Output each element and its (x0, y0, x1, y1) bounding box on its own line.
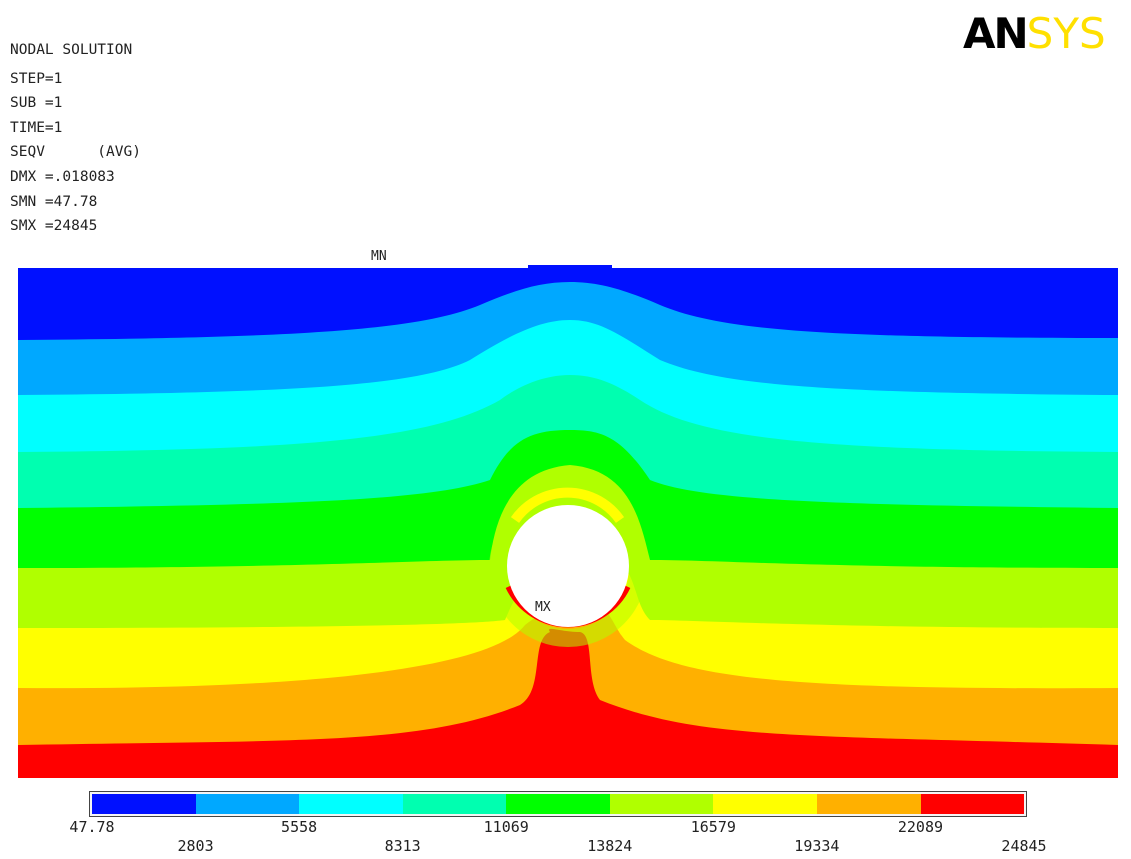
info-smx: SMX =24845 (10, 218, 98, 235)
legend-swatch-3 (299, 794, 403, 814)
hole (507, 505, 629, 627)
info-seqv: SEQV (AVG) (10, 144, 141, 161)
legend-tick-bottom-4: 19334 (794, 837, 840, 855)
hole-ring-yellow (510, 487, 625, 523)
hole-halo (489, 489, 647, 647)
legend-swatch-6 (609, 794, 714, 814)
legend-swatch-1 (92, 794, 196, 814)
solution-info: NODAL SOLUTION STEP=1 SUB =1 TIME=1 SEQV… (10, 38, 141, 239)
legend-swatch-2 (195, 794, 300, 814)
color-legend (89, 791, 1027, 817)
info-sub: SUB =1 (10, 95, 63, 112)
ansys-logo: ANSYS (963, 9, 1106, 58)
legend-swatch-5 (506, 794, 610, 814)
legend-swatch-9 (920, 794, 1025, 814)
legend-tick-top-2: 5558 (281, 818, 318, 836)
legend-tick-top-1: 47.78 (69, 818, 115, 836)
info-title: NODAL SOLUTION (10, 42, 133, 58)
legend-swatch-4 (402, 794, 507, 814)
info-dmx: DMX =.018083 (10, 168, 115, 185)
legend-tick-top-3: 11069 (483, 818, 529, 836)
band-1 (18, 268, 1118, 340)
info-step: STEP=1 (10, 70, 63, 87)
plate-top-bump (528, 265, 612, 269)
legend-tick-bottom-3: 13824 (587, 837, 633, 855)
info-time: TIME=1 (10, 119, 63, 136)
legend-swatch-7 (713, 794, 817, 814)
legend-tick-top-4: 16579 (690, 818, 736, 836)
legend-swatch-8 (816, 794, 921, 814)
legend-tick-bottom-1: 2803 (177, 837, 214, 855)
info-smn: SMN =47.78 (10, 193, 98, 210)
min-marker: MN (371, 249, 387, 264)
max-marker: MX (535, 600, 551, 615)
legend-tick-top-5: 22089 (897, 818, 944, 836)
legend-tick-bottom-2: 8313 (384, 837, 421, 855)
legend-tick-bottom-5: 24845 (1001, 837, 1047, 855)
contour-bands (18, 268, 1118, 778)
